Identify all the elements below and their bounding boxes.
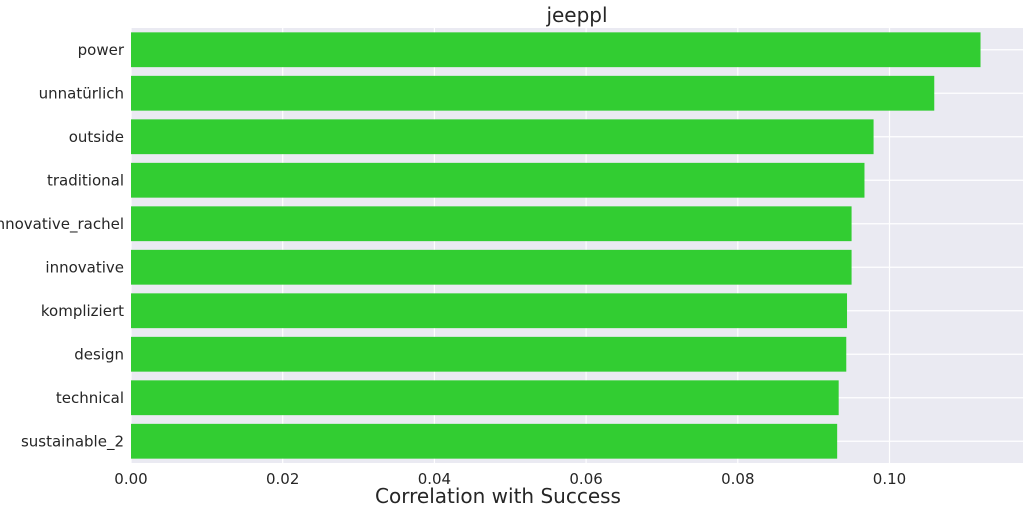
category-label-7: design [74, 345, 124, 363]
bar-design [131, 336, 847, 372]
bar-sustainable_2 [131, 423, 838, 459]
category-label-0: power [78, 41, 125, 59]
x-tick-label-3: 0.06 [569, 470, 602, 488]
bar-power [131, 32, 981, 68]
x-tick-label-4: 0.08 [721, 470, 754, 488]
chart-title: jeeppl [545, 3, 607, 27]
bar-innovative [131, 249, 852, 285]
category-label-5: innovative [45, 258, 124, 276]
bar-innovative_rachel [131, 206, 852, 242]
category-labels: power unnatürlich outside traditional innova… [0, 41, 125, 452]
category-label-4: innovative_rachel [0, 215, 124, 234]
bar-traditional [131, 162, 865, 198]
x-tick-label-5: 0.10 [873, 470, 906, 488]
x-tick-label-2: 0.04 [418, 470, 451, 488]
bar-unnatürlich [131, 75, 935, 111]
category-label-8: technical [56, 389, 124, 407]
bars-group [131, 32, 981, 459]
category-label-2: outside [69, 128, 124, 146]
bar-technical [131, 380, 839, 416]
bar-outside [131, 119, 874, 155]
x-axis-label: Correlation with Success [375, 484, 621, 508]
category-label-1: unnatürlich [39, 84, 124, 102]
category-label-3: traditional [47, 171, 124, 189]
x-tick-label-0: 0.00 [114, 470, 147, 488]
category-label-6: kompliziert [41, 302, 124, 320]
x-tick-label-1: 0.02 [266, 470, 299, 488]
bar-kompliziert [131, 293, 848, 329]
x-tick-labels: 0.00 0.02 0.04 0.06 0.08 0.10 [114, 470, 906, 488]
category-label-9: sustainable_2 [21, 432, 124, 451]
